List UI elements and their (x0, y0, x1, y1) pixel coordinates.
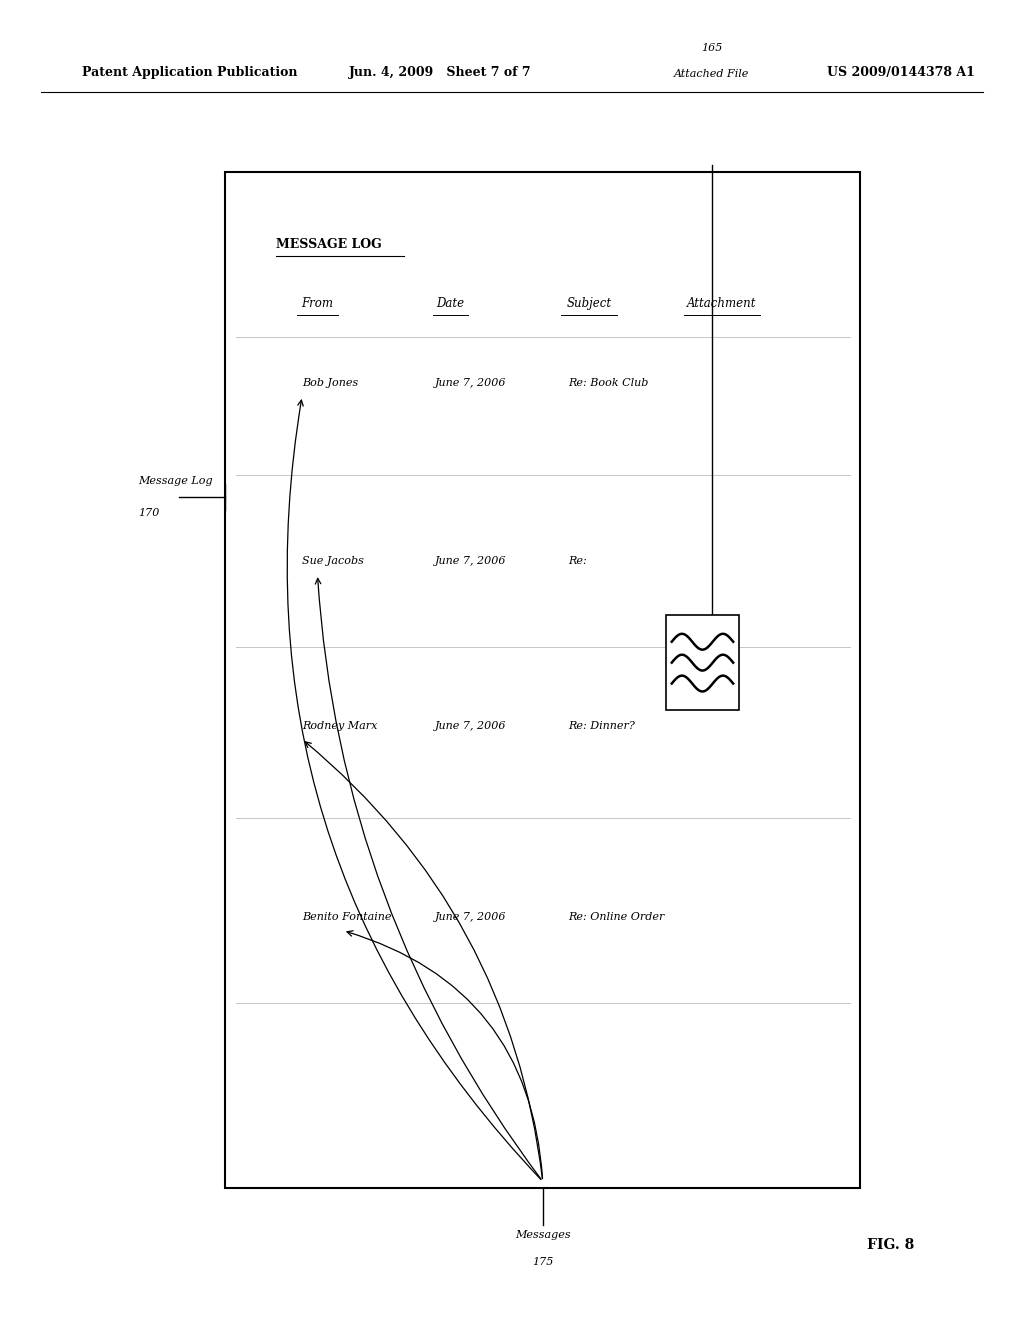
Text: Benito Fontaine: Benito Fontaine (302, 912, 391, 923)
Text: 165: 165 (701, 42, 722, 53)
Text: Subject: Subject (566, 297, 611, 310)
Text: Re: Dinner?: Re: Dinner? (568, 721, 635, 731)
Text: Re: Book Club: Re: Book Club (568, 378, 648, 388)
Text: Re:: Re: (568, 556, 587, 566)
Text: Attachment: Attachment (687, 297, 757, 310)
Text: June 7, 2006: June 7, 2006 (435, 912, 507, 923)
Text: 175: 175 (532, 1257, 553, 1267)
Text: 170: 170 (138, 508, 160, 517)
Text: Bob Jones: Bob Jones (302, 378, 358, 388)
Text: US 2009/0144378 A1: US 2009/0144378 A1 (827, 66, 975, 79)
Text: Patent Application Publication: Patent Application Publication (82, 66, 297, 79)
Bar (666, 615, 739, 710)
Text: June 7, 2006: June 7, 2006 (435, 378, 507, 388)
Text: June 7, 2006: June 7, 2006 (435, 721, 507, 731)
Text: MESSAGE LOG: MESSAGE LOG (276, 238, 382, 251)
Text: Attached File: Attached File (674, 69, 750, 79)
Text: From: From (301, 297, 334, 310)
Text: Rodney Marx: Rodney Marx (302, 721, 378, 731)
Text: Sue Jacobs: Sue Jacobs (302, 556, 364, 566)
Text: Re: Online Order: Re: Online Order (568, 912, 665, 923)
Text: Message Log: Message Log (138, 477, 213, 486)
Text: June 7, 2006: June 7, 2006 (435, 556, 507, 566)
Text: FIG. 8: FIG. 8 (867, 1238, 914, 1251)
Text: Messages: Messages (515, 1230, 570, 1241)
Bar (225, 172, 860, 1188)
Text: Date: Date (436, 297, 465, 310)
Text: Jun. 4, 2009   Sheet 7 of 7: Jun. 4, 2009 Sheet 7 of 7 (349, 66, 531, 79)
